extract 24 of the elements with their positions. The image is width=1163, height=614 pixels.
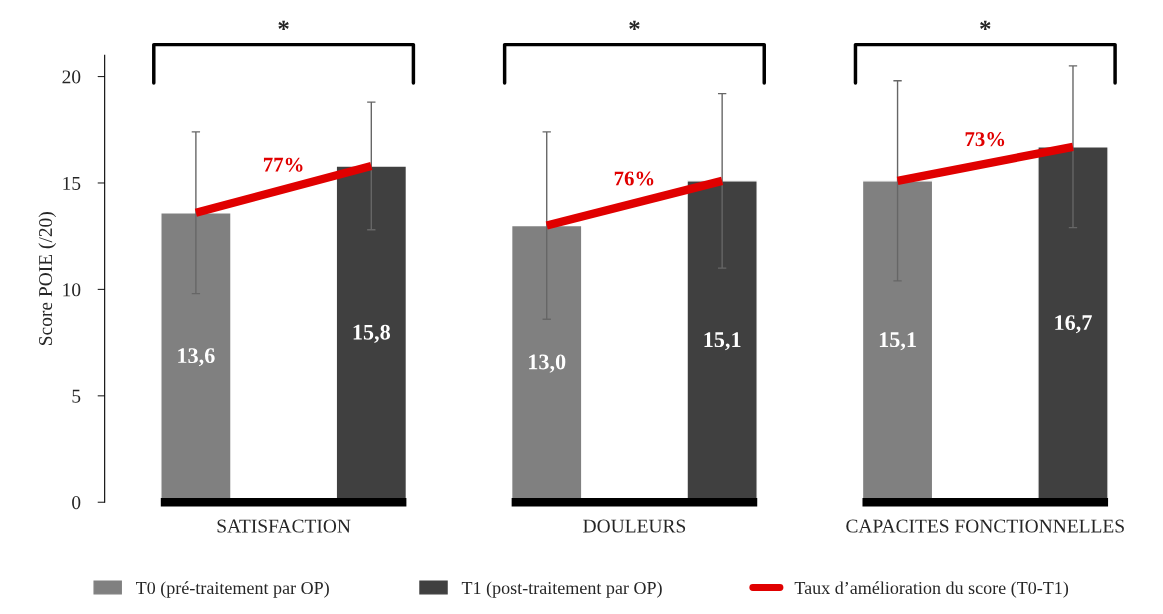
annotation: 76% [614,171,654,186]
y-axis-title: Score POIE (/20) [38,212,57,345]
data-label: 15,8 [353,324,391,343]
x-tick-label: CAPACITES FONCTIONNELLES [846,519,1124,533]
x-tick-label: SATISFACTION [217,519,351,533]
annotation: 73% [965,132,1005,147]
y-tick-label: 20 [62,70,81,84]
x-tick-label: DOULEURS [583,519,686,533]
data-label: 15,1 [879,332,916,351]
data-label: 15,1 [704,332,741,351]
annotation: 77% [263,157,303,172]
data-label: 13,0 [529,354,566,373]
data-label: 13,6 [178,348,215,367]
text: * [278,20,289,31]
text: * [980,20,991,31]
legend-label: T1 (post-traitement par OP) [461,581,662,598]
y-tick-label: 10 [63,283,81,297]
text: * [629,20,640,31]
data-label: 16,7 [1055,315,1092,334]
legend-label: T0 (pré-traitement par OP) [136,581,329,598]
y-tick-label: 5 [72,389,81,403]
y-tick-label: 0 [72,496,81,510]
y-tick-label: 15 [63,176,81,190]
legend-label: Taux d’amélioration du score (T0-T1) [794,581,1069,598]
